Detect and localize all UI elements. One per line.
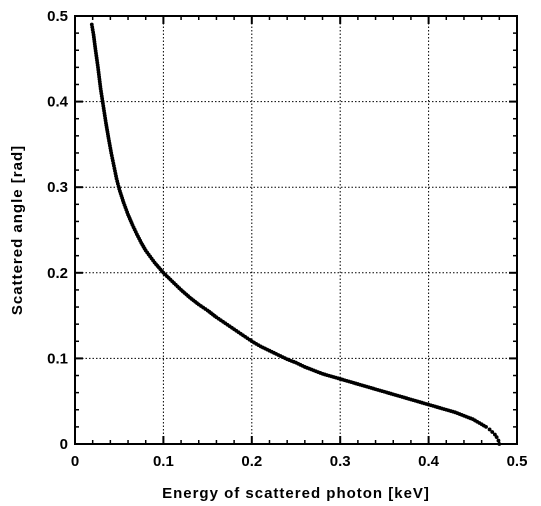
data-point [490,430,495,434]
y-tick-label: 0.1 [47,350,68,367]
y-tick-label: 0.2 [47,265,68,282]
y-tick-label: 0.3 [47,179,68,196]
x-tick-label: 0.4 [418,453,440,470]
x-tick-label: 0.1 [153,453,174,470]
y-tick-labels: 0 0.1 0.2 0.3 0.4 0.5 [47,8,69,453]
gridlines [75,16,517,444]
x-tick-label: 0 [71,453,79,470]
y-tick-label: 0.5 [47,8,68,25]
x-tick-label: 0.2 [241,453,262,470]
x-tick-labels: 0 0.1 0.2 0.3 0.4 0.5 [71,453,528,470]
axis-ticks [74,15,518,445]
y-tick-label: 0 [60,436,68,453]
data-point [493,432,497,437]
x-axis-title: Energy of scattered photon [keV] [162,485,430,502]
x-tick-label: 0.5 [507,453,528,470]
y-tick-label: 0.4 [47,94,69,111]
y-axis-title: Scattered angle [rad] [9,145,26,315]
data-point [487,427,492,432]
data-points [89,22,502,446]
x-tick-label: 0.3 [330,453,351,470]
data-point [89,22,94,27]
plot-frame [74,15,518,445]
